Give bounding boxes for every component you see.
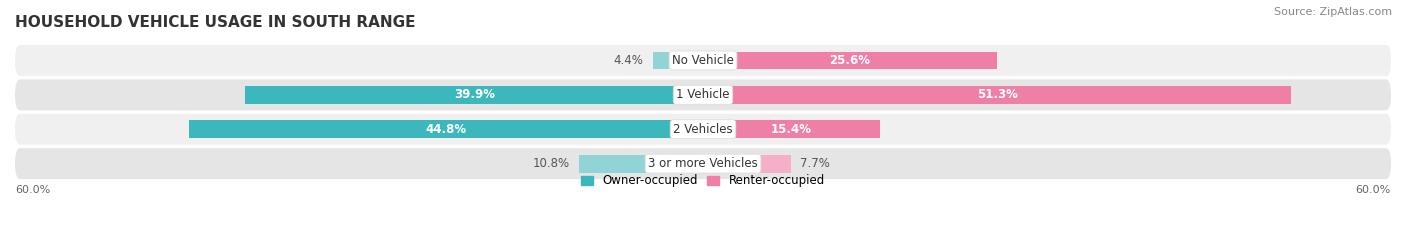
- Bar: [703, 120, 880, 138]
- Text: 1 Vehicle: 1 Vehicle: [676, 88, 730, 101]
- FancyBboxPatch shape: [15, 79, 1391, 110]
- Text: 60.0%: 60.0%: [15, 185, 51, 195]
- Text: 2 Vehicles: 2 Vehicles: [673, 123, 733, 136]
- Bar: [190, 120, 703, 138]
- Bar: [579, 155, 703, 173]
- Text: 4.4%: 4.4%: [613, 54, 644, 67]
- FancyBboxPatch shape: [15, 45, 1391, 76]
- Bar: [703, 155, 792, 173]
- Text: HOUSEHOLD VEHICLE USAGE IN SOUTH RANGE: HOUSEHOLD VEHICLE USAGE IN SOUTH RANGE: [15, 15, 416, 30]
- Text: 39.9%: 39.9%: [454, 88, 495, 101]
- FancyBboxPatch shape: [15, 148, 1391, 179]
- Text: 51.3%: 51.3%: [977, 88, 1018, 101]
- Legend: Owner-occupied, Renter-occupied: Owner-occupied, Renter-occupied: [576, 169, 830, 192]
- Bar: [246, 86, 703, 104]
- Text: 60.0%: 60.0%: [1355, 185, 1391, 195]
- Text: 44.8%: 44.8%: [426, 123, 467, 136]
- Bar: [703, 51, 997, 69]
- Text: 15.4%: 15.4%: [770, 123, 811, 136]
- Text: 7.7%: 7.7%: [800, 157, 831, 170]
- Text: 3 or more Vehicles: 3 or more Vehicles: [648, 157, 758, 170]
- Bar: [652, 51, 703, 69]
- Bar: [703, 86, 1291, 104]
- FancyBboxPatch shape: [15, 114, 1391, 145]
- Text: 25.6%: 25.6%: [830, 54, 870, 67]
- Text: No Vehicle: No Vehicle: [672, 54, 734, 67]
- Text: 10.8%: 10.8%: [533, 157, 569, 170]
- Text: Source: ZipAtlas.com: Source: ZipAtlas.com: [1274, 7, 1392, 17]
